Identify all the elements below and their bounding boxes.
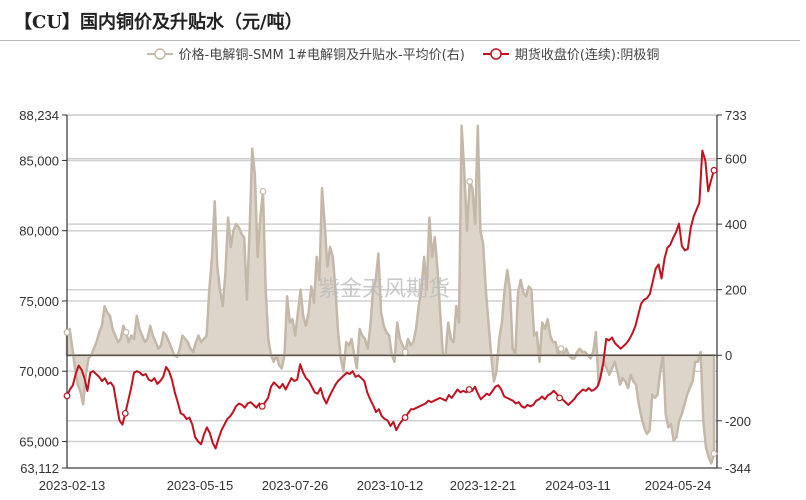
svg-text:0: 0 [725,348,732,363]
svg-text:400: 400 [725,217,747,232]
svg-text:2024-05-24: 2024-05-24 [645,478,712,493]
legend-item-premium[interactable]: 价格-电解铜-SMM 1#电解铜及升贴水-平均价(右) [146,44,465,63]
legend-label-premium: 价格-电解铜-SMM 1#电解铜及升贴水-平均价(右) [178,48,465,63]
legend: 价格-电解铜-SMM 1#电解铜及升贴水-平均价(右) 期货收盘价(连续):阴极… [0,44,806,63]
watermark: 紫金天风期货 [318,277,450,302]
svg-text:70,000: 70,000 [19,364,59,379]
svg-text:2023-02-13: 2023-02-13 [39,478,106,493]
svg-text:2023-05-15: 2023-05-15 [167,478,234,493]
svg-text:2023-10-12: 2023-10-12 [357,478,424,493]
legend-marker-premium-icon [146,47,173,60]
svg-text:2023-12-21: 2023-12-21 [450,478,517,493]
svg-text:65,000: 65,000 [19,434,59,449]
futures-line [66,149,715,450]
axes: 63,112 65,000 70,000 75,000 80,000 85,000 88,2… [19,108,751,493]
svg-text:-200: -200 [725,414,751,429]
svg-text:600: 600 [725,152,747,167]
title-divider [0,40,800,41]
svg-text:80,000: 80,000 [19,224,59,239]
svg-text:88,234: 88,234 [19,108,59,123]
svg-text:200: 200 [725,283,747,298]
svg-text:75,000: 75,000 [19,294,59,309]
chart-title: 【CU】国内铜价及升贴水（元/吨） [14,12,303,33]
data-markers [63,166,718,457]
legend-item-futures[interactable]: 期货收盘价(连续):阴极铜 [482,44,660,63]
svg-text:2024-03-11: 2024-03-11 [545,478,611,493]
svg-text:-344: -344 [725,461,751,476]
legend-label-futures: 期货收盘价(连续):阴极铜 [514,48,660,63]
legend-marker-futures-icon [482,47,509,60]
svg-text:733: 733 [725,108,747,123]
svg-text:63,112: 63,112 [20,461,59,476]
svg-text:85,000: 85,000 [19,153,59,168]
svg-text:2023-07-26: 2023-07-26 [262,478,329,493]
